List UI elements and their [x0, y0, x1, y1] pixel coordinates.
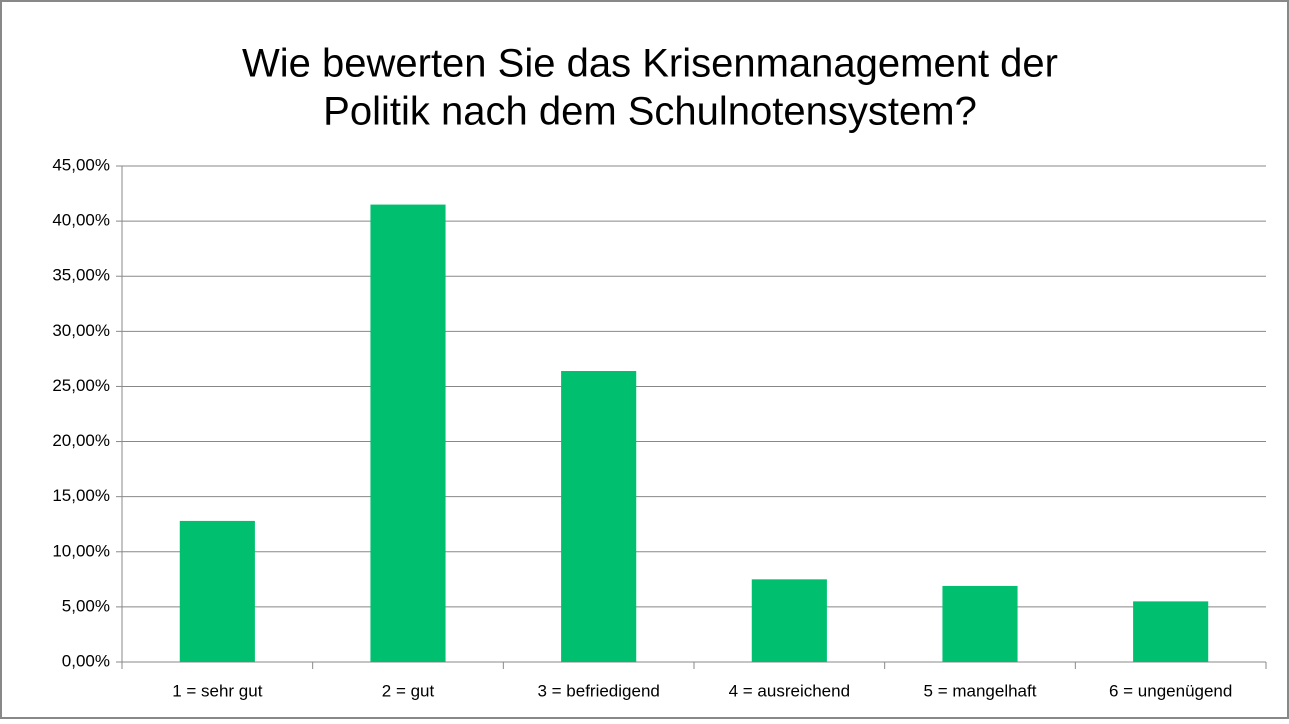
- x-tick-label: 6 = ungenügend: [1109, 681, 1232, 700]
- x-tick-label: 4 = ausreichend: [729, 681, 850, 700]
- y-tick-label: 20,00%: [52, 431, 110, 450]
- y-tick-label: 25,00%: [52, 376, 110, 395]
- chart-title: Politik nach dem Schulnotensystem?: [323, 90, 977, 134]
- bar: [179, 520, 255, 662]
- x-tick-label: 3 = befriedigend: [537, 681, 659, 700]
- y-tick-label: 35,00%: [52, 266, 110, 285]
- bar: [1133, 601, 1209, 662]
- chart-title: Wie bewerten Sie das Krisenmanagement de…: [242, 42, 1058, 86]
- x-tick-label: 1 = sehr gut: [172, 681, 263, 700]
- y-tick-label: 5,00%: [62, 596, 110, 615]
- bar: [370, 204, 446, 663]
- y-tick-label: 0,00%: [62, 651, 110, 670]
- bar: [751, 579, 827, 662]
- x-tick-label: 5 = mangelhaft: [924, 681, 1037, 700]
- y-tick-label: 45,00%: [52, 155, 110, 174]
- y-tick-label: 30,00%: [52, 321, 110, 340]
- bar: [942, 585, 1018, 662]
- bar: [561, 371, 637, 662]
- y-tick-label: 10,00%: [52, 541, 110, 560]
- y-tick-label: 15,00%: [52, 486, 110, 505]
- y-tick-label: 40,00%: [52, 211, 110, 230]
- x-tick-label: 2 = gut: [382, 681, 435, 700]
